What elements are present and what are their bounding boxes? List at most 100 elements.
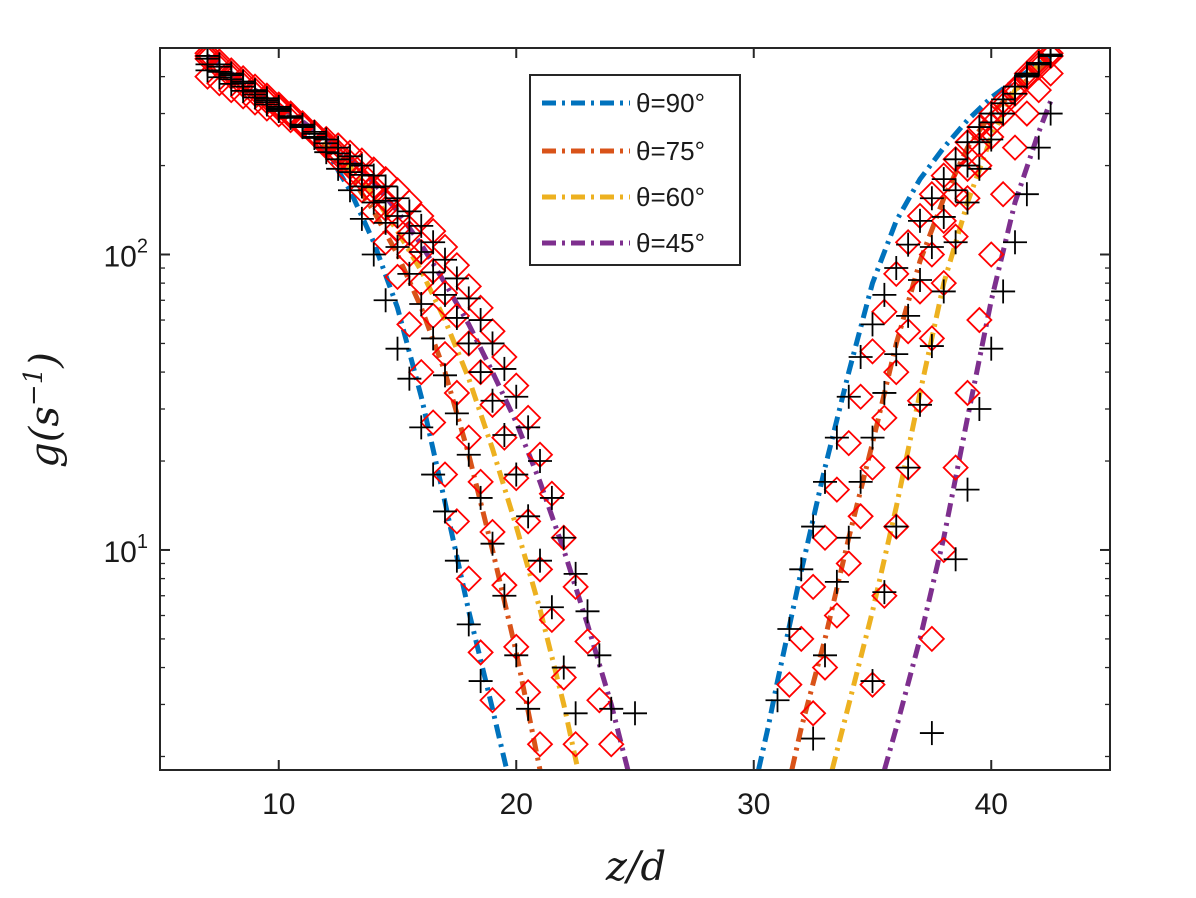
diamond-marker [419,409,447,436]
diamond-marker [811,654,839,681]
x-tick-label: 10 [262,788,295,821]
plus-marker [504,462,529,487]
diamond-marker [526,556,554,583]
diamond-marker [597,730,625,758]
marker-layer [194,48,1064,758]
plus-marker [373,288,398,313]
plus-marker [492,356,517,381]
diamond-marker [396,311,423,338]
diamond-marker [776,671,803,698]
plus-marker [943,147,968,172]
diamond-marker [550,664,578,691]
plus-marker [480,531,505,556]
legend: θ=90° θ=75° θ=60° θ=45° [529,74,741,266]
plus-marker [813,643,837,668]
plus-marker [967,397,992,421]
plus-marker [480,331,505,356]
diamond-marker [918,241,946,268]
y-axis-label: g(s−1) [19,352,68,468]
diamond-marker [491,424,518,451]
diamond-marker [562,573,589,601]
plus-marker [433,499,457,524]
diamond-marker [467,639,494,666]
plus-marker [219,71,244,96]
plus-marker [1038,48,1063,68]
plus-marker [468,669,493,694]
plus-marker [207,65,232,90]
plus-marker [872,580,897,605]
plus-marker [456,331,481,356]
plus-marker [409,415,434,440]
plus-marker [623,701,647,726]
plus-marker [836,525,861,550]
diamond-marker [1013,100,1041,127]
plus-marker [943,230,968,255]
diamond-marker [894,317,922,345]
plus-marker [456,286,481,311]
plot-frame [159,47,1111,771]
diamond-marker [479,686,506,714]
plus-marker [896,303,921,328]
tick-layer: 10 20 30 40 101 102 [104,47,1110,821]
diamond-marker [906,278,934,305]
plus-marker [456,442,481,467]
diamond-marker [823,602,851,629]
plus-marker [480,388,505,413]
plus-marker [563,701,588,726]
plus-marker [539,595,564,620]
plus-marker [872,282,897,307]
plus-marker [991,279,1016,304]
plus-marker [860,425,885,450]
legend-label-theta45: θ=45° [636,228,705,258]
plus-marker [361,163,386,188]
plus-marker [468,308,493,333]
plus-marker [563,561,588,586]
plus-marker [278,105,303,130]
plus-marker [884,342,909,367]
plus-marker [456,612,481,637]
diamond-marker [574,628,601,655]
plus-marker [836,384,861,409]
diamond-marker [966,306,993,334]
plus-marker [872,380,897,405]
diamond-marker [871,404,898,432]
diamond-marker [526,730,554,758]
diamond-marker [455,565,483,592]
plus-marker [338,144,362,169]
plus-marker [361,242,386,267]
plus-marker [848,469,873,494]
plus-marker [254,92,279,117]
plus-marker [421,260,446,285]
plus-marker [908,392,932,417]
plus-marker [397,261,422,286]
plus-marker [516,504,541,529]
plus-marker [266,99,291,124]
legend-label-theta75: θ=75° [636,136,705,166]
legend-box [529,74,741,266]
diamond-marker [1037,60,1064,87]
x-tick-label: 30 [737,788,770,821]
plus-marker [991,101,1016,126]
plus-marker [860,312,885,337]
diamond-marker [384,263,411,291]
plus-marker [421,230,446,255]
diamond-marker [787,625,815,653]
plus-marker [824,425,849,450]
plus-marker [931,204,956,229]
plus-marker [409,213,434,238]
plus-marker [528,449,552,474]
diamond-marker [942,454,969,481]
diamond-marker [882,358,910,386]
plus-marker [919,186,944,211]
diamond-marker [514,508,542,535]
plus-marker [1038,101,1063,126]
plus-marker [433,363,457,388]
plus-marker [884,514,909,539]
diamond-marker [538,606,566,634]
diamond-marker [431,461,459,488]
plus-marker [492,583,517,608]
y-axis-label-close: ) [22,352,68,369]
plus-marker [1014,64,1039,89]
